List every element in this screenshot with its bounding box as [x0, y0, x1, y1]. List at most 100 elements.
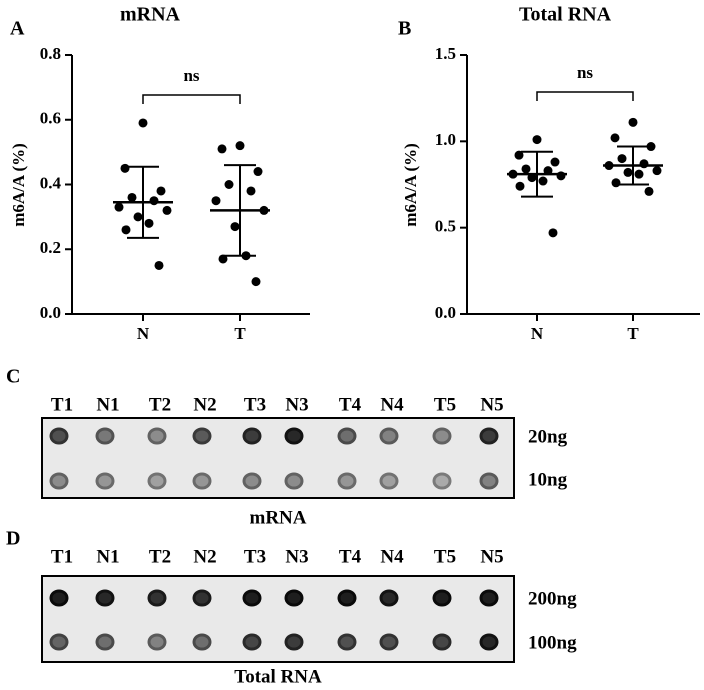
blot-dot: [432, 472, 452, 490]
lane-label: N5: [480, 546, 503, 567]
data-point: [224, 180, 234, 189]
data-point: [251, 277, 261, 287]
blot-dot: [147, 427, 167, 445]
significance-label: ns: [577, 63, 593, 82]
blot-dot: [95, 427, 115, 445]
data-point: [235, 141, 245, 151]
blot-dot: [379, 633, 399, 651]
y-tick-label: 0.0: [435, 303, 456, 322]
lane-label: T2: [149, 546, 171, 567]
data-point: [149, 196, 159, 206]
lane-label: N1: [96, 394, 119, 415]
data-point: [217, 144, 227, 154]
x-tick-label: T: [627, 324, 639, 343]
lane-label: T1: [51, 546, 73, 567]
y-tick-label: 0.8: [40, 44, 61, 63]
data-point: [515, 181, 525, 191]
data-point: [639, 159, 649, 169]
data-point: [538, 176, 548, 186]
blot-dot: [49, 633, 69, 651]
lane-label: N3: [285, 394, 308, 415]
blot-dot: [432, 427, 452, 445]
data-point: [532, 135, 542, 145]
lane-label: T1: [51, 394, 73, 415]
y-tick-label: 0.0: [40, 303, 61, 322]
lane-label: T5: [434, 546, 456, 567]
data-point: [548, 228, 558, 238]
data-point: [156, 186, 166, 196]
blot-dot: [284, 633, 304, 651]
lane-label: N4: [380, 394, 404, 415]
blot-dot: [337, 427, 357, 445]
data-point: [211, 196, 221, 206]
y-axis-label: m6A/A (%): [9, 143, 28, 227]
x-tick-label: N: [137, 324, 150, 343]
blot-dot: [95, 633, 115, 651]
significance-bracket: [142, 94, 241, 104]
blot-dot: [192, 427, 212, 445]
y-tick-label: 0.2: [40, 238, 61, 257]
chart-title: Total RNA: [519, 4, 612, 26]
blot-dot: [284, 427, 304, 445]
blot-dot: [192, 633, 212, 651]
blot-dot: [337, 589, 357, 607]
data-point: [646, 142, 656, 152]
blot-dot: [337, 472, 357, 490]
row-label: 20ng: [528, 426, 568, 447]
data-point: [114, 202, 124, 212]
blot-dot: [192, 589, 212, 607]
data-point: [652, 166, 662, 176]
blot-caption: mRNA: [250, 507, 307, 528]
blot-membrane: [41, 575, 515, 663]
y-tick-label: 0.4: [40, 173, 62, 192]
data-point: [610, 133, 620, 143]
data-point: [521, 164, 531, 174]
panel-label: A: [10, 18, 25, 40]
data-point: [634, 169, 644, 179]
lane-label: T4: [339, 546, 362, 567]
error-bar: [521, 150, 553, 198]
panel-label: D: [6, 528, 20, 550]
blot-dot: [479, 589, 499, 607]
chart-title: mRNA: [120, 4, 181, 26]
blot-dot: [49, 472, 69, 490]
lane-label: T4: [339, 394, 362, 415]
error-bar: [127, 165, 159, 239]
blot-dot: [479, 472, 499, 490]
data-point: [514, 150, 524, 160]
panel-label: C: [6, 366, 20, 388]
data-point: [162, 205, 172, 215]
lane-label: T2: [149, 394, 171, 415]
data-point: [127, 192, 137, 202]
data-point: [154, 260, 164, 270]
y-tick-label: 1.5: [435, 44, 456, 63]
data-point: [246, 186, 256, 196]
lane-label: N2: [193, 546, 216, 567]
error-bar: [617, 145, 649, 186]
blot-dot: [147, 633, 167, 651]
data-point: [121, 225, 131, 235]
blot-dot: [192, 472, 212, 490]
blot-dot: [242, 472, 262, 490]
y-tick-label: 0.5: [435, 217, 456, 236]
blot-dot: [337, 633, 357, 651]
error-bar: [224, 164, 256, 257]
blot-dot: [379, 427, 399, 445]
blot-dot: [95, 589, 115, 607]
data-point: [611, 178, 621, 188]
lane-label: T5: [434, 394, 456, 415]
blot-dot: [49, 589, 69, 607]
data-point: [144, 218, 154, 228]
data-point: [120, 163, 130, 173]
row-label: 10ng: [528, 469, 568, 490]
blot-dot: [284, 472, 304, 490]
data-point: [138, 118, 148, 128]
blot-dot: [242, 589, 262, 607]
x-tick-label: T: [234, 324, 246, 343]
blot-dot: [379, 472, 399, 490]
blot-dot: [147, 472, 167, 490]
lane-label: N1: [96, 546, 119, 567]
blot-dot: [379, 589, 399, 607]
blot-dot: [432, 633, 452, 651]
